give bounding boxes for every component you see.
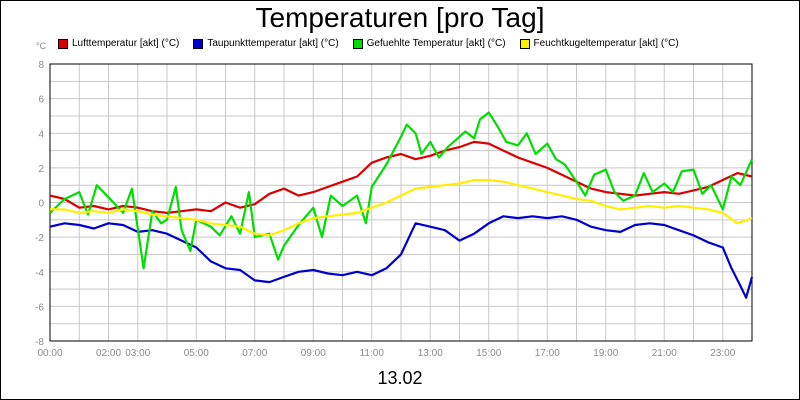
series-line-2: [49, 215, 754, 299]
legend-item-1: Lufttemperatur [akt] (°C): [58, 38, 179, 49]
x-tick-label: 21:00: [652, 348, 677, 359]
y-tick-label: 0: [38, 199, 44, 210]
x-tick-label: 00:00: [37, 348, 62, 359]
x-tick-label: 19:00: [593, 348, 618, 359]
y-tick-label: -2: [35, 233, 44, 244]
legend-swatch: [193, 38, 204, 49]
y-tick-label: 8: [38, 60, 44, 71]
y-tick-label: 6: [38, 95, 44, 106]
legend-swatch: [519, 38, 530, 49]
x-tick-label: 17:00: [535, 348, 560, 359]
chart-legend: Lufttemperatur [akt] (°C) Taupunkttempera…: [58, 38, 679, 49]
x-tick-label: 13:00: [418, 348, 443, 359]
y-tick-label: 2: [38, 164, 44, 175]
x-tick-label: 11:00: [360, 348, 385, 359]
x-tick-label: 23:00: [710, 348, 735, 359]
x-tick-label: 07:00: [242, 348, 267, 359]
legend-swatch: [58, 38, 68, 49]
x-tick-label: 09:00: [301, 348, 326, 359]
legend-item-3: Gefuehlte Temperatur [akt] (°C): [352, 38, 506, 49]
series-line-4: [50, 178, 753, 237]
y-tick-label: -4: [35, 268, 44, 279]
y-tick-label: -6: [35, 302, 44, 313]
legend-label: Feuchtkugeltemperatur [akt] (°C): [533, 38, 679, 49]
y-axis-unit: °C: [36, 41, 47, 51]
legend-label: Gefuehlte Temperatur [akt] (°C): [366, 38, 506, 49]
legend-swatch: [352, 38, 363, 49]
chart-title: Temperaturen [pro Tag]: [255, 2, 545, 33]
x-tick-label: 15:00: [476, 348, 501, 359]
legend-item-4: Feuchtkugeltemperatur [akt] (°C): [519, 38, 679, 49]
series-line-3: [49, 111, 754, 270]
legend-label: Taupunkttemperatur [akt] (°C): [207, 38, 339, 49]
legend-label: Lufttemperatur [akt] (°C): [72, 38, 180, 49]
x-axis-date-label: 13.02: [377, 368, 423, 388]
y-tick-label: -8: [35, 337, 44, 348]
x-tick-label: 02:00: [96, 348, 121, 359]
plot-border: [49, 63, 753, 342]
legend-item-2: Taupunkttemperatur [akt] (°C): [193, 38, 339, 49]
y-tick-label: 4: [38, 129, 44, 140]
x-tick-label: 03:00: [125, 348, 150, 359]
x-tick-label: 05:00: [184, 348, 209, 359]
